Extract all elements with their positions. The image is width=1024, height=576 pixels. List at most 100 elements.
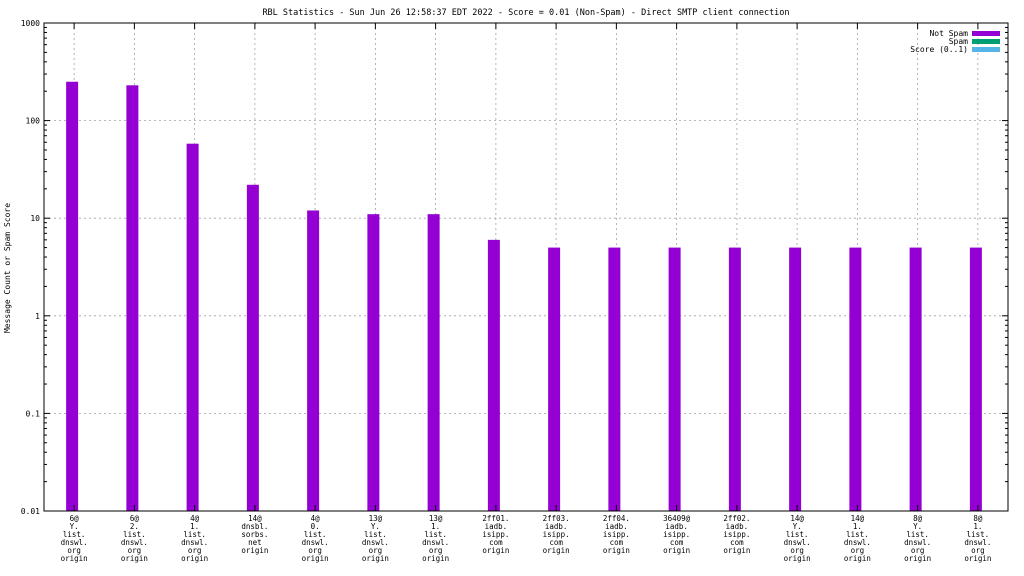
x-category-label: dnswl. [362, 538, 389, 547]
x-category-label: com [549, 538, 563, 547]
x-category-label: Y. [371, 522, 380, 531]
x-category-label: 1. [190, 522, 199, 531]
x-category-label: iadb. [545, 522, 568, 531]
bar-not-spam [608, 247, 621, 512]
x-category-label: org [429, 546, 443, 555]
bar-not-spam [427, 214, 440, 511]
legend-swatch [972, 47, 1000, 52]
bar-not-spam [307, 210, 320, 511]
y-tick-label: 10 [30, 214, 40, 223]
x-category-label: origin [784, 554, 811, 563]
plot-border [43, 22, 1009, 512]
x-category-label: origin [844, 554, 871, 563]
x-category-label: com [730, 538, 744, 547]
bar-not-spam [668, 247, 681, 512]
x-category-label: 14@ [851, 514, 865, 523]
bar-not-spam [849, 247, 862, 512]
x-category-label: com [610, 538, 624, 547]
x-category-label: dnswl. [181, 538, 208, 547]
x-category-label: 14@ [248, 514, 262, 523]
x-category-label: origin [964, 554, 991, 563]
x-category-label: 13@ [369, 514, 383, 523]
x-category-label: list. [304, 530, 327, 539]
x-category-label: Y. [913, 522, 922, 531]
x-category-label: list. [786, 530, 809, 539]
x-category-label: 8@ [913, 514, 923, 523]
x-category-label: iadb. [485, 522, 508, 531]
x-category-label: dnswl. [61, 538, 88, 547]
x-category-label: 2. [130, 522, 139, 531]
x-category-label: origin [181, 554, 208, 563]
x-category-label: dnswl. [422, 538, 449, 547]
x-category-label: origin [302, 554, 329, 563]
x-category-label: org [971, 546, 985, 555]
bar-not-spam [186, 143, 199, 511]
x-category-label: sorbs. [241, 530, 268, 539]
x-category-label: dnswl. [302, 538, 329, 547]
x-category-label: origin [663, 546, 690, 555]
x-category-label: iadb. [665, 522, 688, 531]
x-category-label: org [67, 546, 81, 555]
x-category-label: com [489, 538, 503, 547]
bar-not-spam [126, 85, 139, 512]
x-category-label: 1. [431, 522, 440, 531]
x-category-label: iadb. [726, 522, 749, 531]
x-category-label: 2ff02. [723, 514, 750, 523]
x-category-label: list. [967, 530, 990, 539]
x-category-label: list. [364, 530, 387, 539]
x-category-label: org [911, 546, 925, 555]
x-category-label: 36409@ [663, 514, 691, 523]
x-category-label: Y. [70, 522, 79, 531]
x-category-label: org [790, 546, 804, 555]
x-category-label: org [188, 546, 202, 555]
x-category-label: origin [603, 546, 630, 555]
x-category-label: 4@ [190, 514, 200, 523]
legend-label: Score (0..1) [910, 45, 968, 54]
legend-label: Not Spam [929, 29, 968, 38]
x-category-label: dnswl. [844, 538, 871, 547]
x-category-label: 1. [853, 522, 862, 531]
x-category-label: isipp. [723, 530, 750, 539]
x-category-label: com [670, 538, 684, 547]
bar-not-spam [548, 247, 561, 512]
x-category-label: 2ff04. [603, 514, 630, 523]
legend-swatch [972, 31, 1000, 36]
x-category-label: dnswl. [964, 538, 991, 547]
x-category-label: dnswl. [121, 538, 148, 547]
x-category-label: dnswl. [904, 538, 931, 547]
x-category-label: isipp. [663, 530, 690, 539]
x-category-label: 8@ [973, 514, 983, 523]
x-category-label: list. [123, 530, 146, 539]
x-category-label: 4@ [311, 514, 321, 523]
bar-not-spam [969, 247, 982, 512]
x-category-label: 1. [973, 522, 982, 531]
x-category-label: origin [543, 546, 570, 555]
x-category-label: isipp. [603, 530, 630, 539]
x-category-label: 2ff01. [482, 514, 509, 523]
x-category-label: Y. [793, 522, 802, 531]
x-category-label: origin [241, 546, 268, 555]
y-tick-label: 1 [35, 312, 40, 321]
x-category-label: origin [362, 554, 389, 563]
x-category-label: 13@ [429, 514, 443, 523]
x-category-label: origin [422, 554, 449, 563]
axis-layer: 0.010.111010010006@Y.list.dnswl.orgorigi… [21, 19, 1009, 563]
y-tick-label: 100 [26, 117, 41, 126]
x-category-label: list. [906, 530, 929, 539]
bar-not-spam [66, 81, 79, 512]
x-category-label: origin [723, 546, 750, 555]
x-category-label: isipp. [543, 530, 570, 539]
y-tick-label: 0.01 [21, 507, 40, 516]
x-category-label: net [248, 538, 262, 547]
x-category-label: origin [61, 554, 88, 563]
x-category-label: list. [846, 530, 869, 539]
bar-layer [66, 81, 982, 512]
x-category-label: origin [482, 546, 509, 555]
legend-swatch [972, 39, 1000, 44]
x-category-label: org [308, 546, 322, 555]
x-category-label: 14@ [790, 514, 804, 523]
bar-not-spam [909, 247, 922, 512]
